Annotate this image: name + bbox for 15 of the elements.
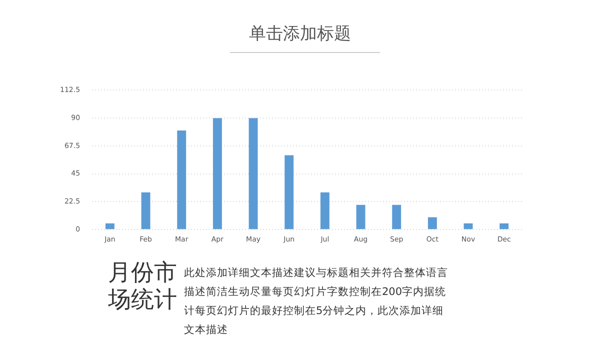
bar [320, 192, 330, 230]
text: 此处添加详细文本描述建议与标题相关并符合整体语言描述简洁生动尽量每页幻灯片字数控制在200字内据统计每页幻灯片的最好控制在5分钟之内，此次添加详细文本描述 [184, 266, 449, 338]
bar [248, 118, 258, 230]
bar [212, 118, 222, 230]
bar [105, 223, 114, 230]
bar [500, 223, 509, 230]
chart-title: 单击添加标题 [248, 23, 352, 45]
bar [177, 130, 186, 230]
bar [464, 223, 473, 230]
bar [356, 204, 366, 230]
bar [284, 155, 294, 230]
bar [428, 217, 437, 230]
text: 月份市场统计 [108, 260, 178, 314]
bar [141, 192, 150, 230]
bar [392, 204, 402, 230]
